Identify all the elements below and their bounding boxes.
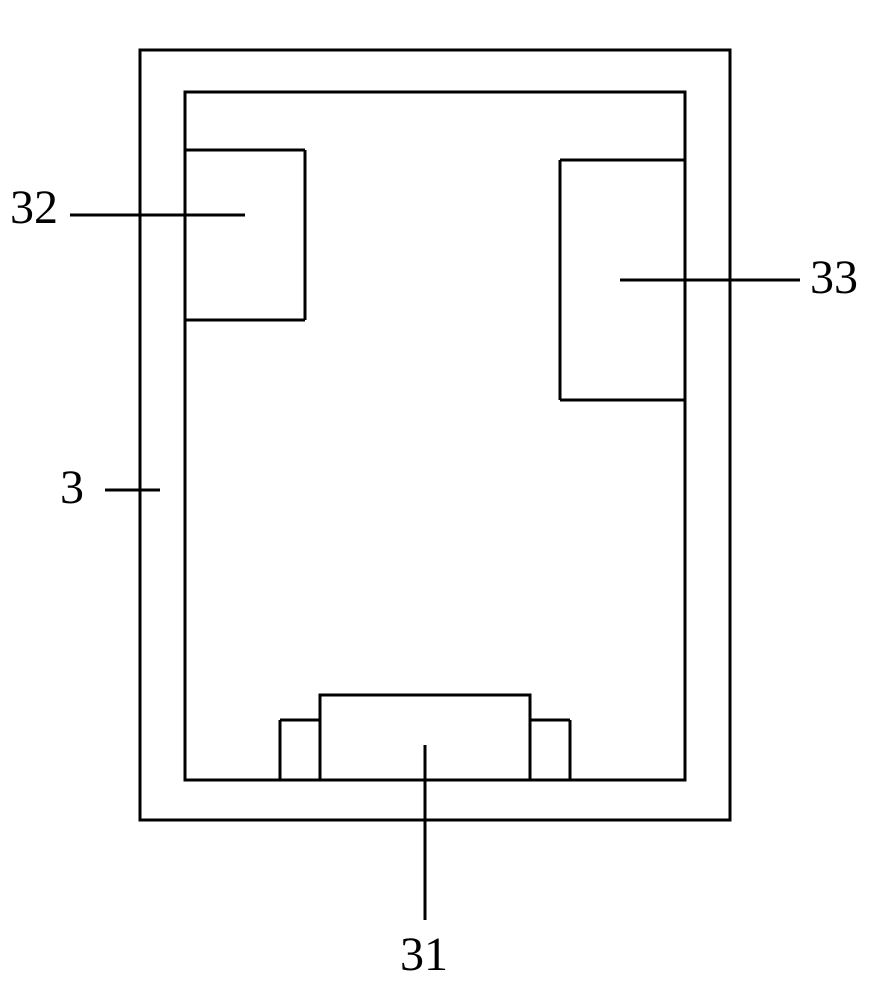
label-32: 32	[10, 180, 58, 235]
schematic-diagram	[0, 0, 894, 1000]
label-3: 3	[60, 460, 84, 515]
label-31: 31	[400, 927, 448, 982]
label-33: 33	[810, 250, 858, 305]
